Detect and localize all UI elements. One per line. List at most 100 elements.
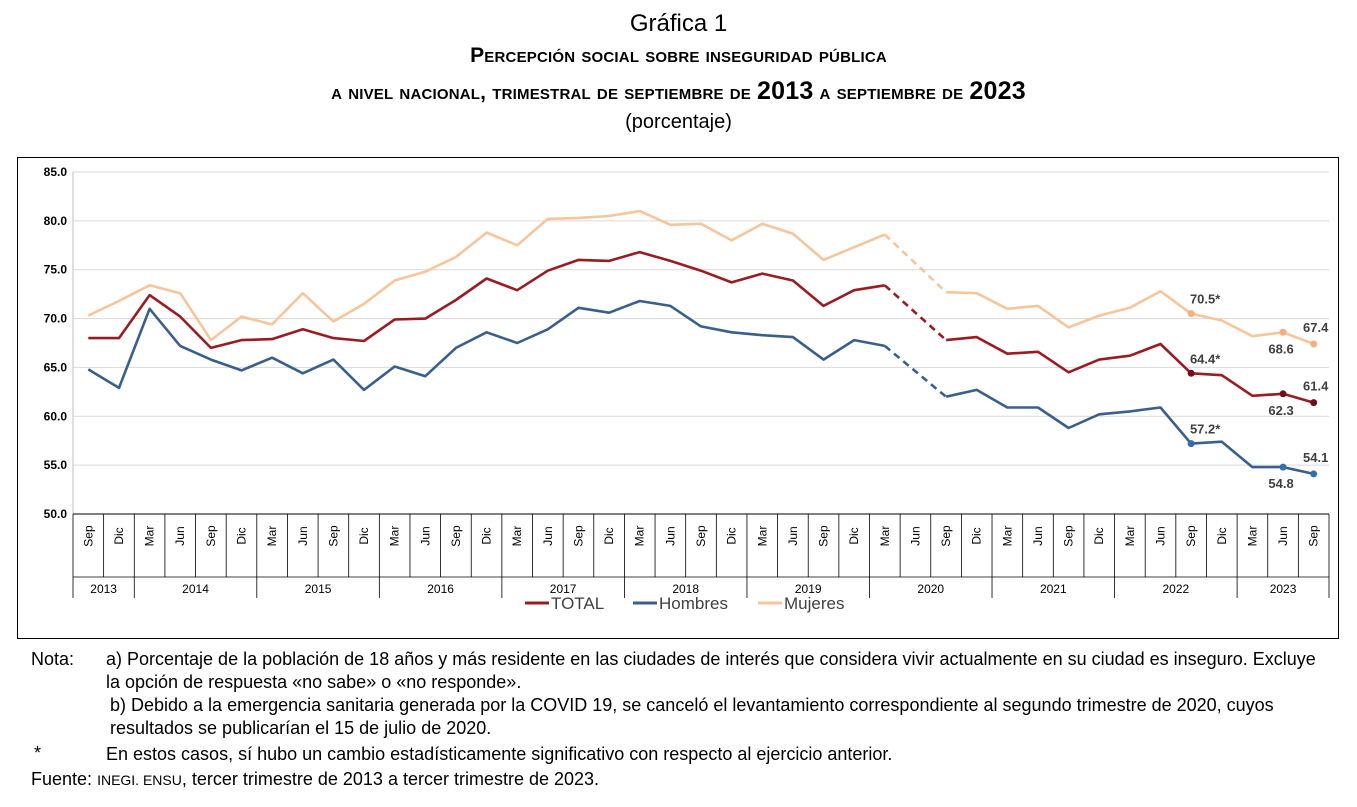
year-label: 2022 xyxy=(1162,582,1189,596)
note-a: a) Porcentaje de la población de 18 años… xyxy=(106,649,1316,692)
x-tick-label: Dic xyxy=(234,527,248,544)
data-point-marker xyxy=(1310,340,1318,348)
chart-unit: (porcentaje) xyxy=(625,111,732,133)
x-tick-label: Jun xyxy=(418,526,432,545)
legend-label-total: TOTAL xyxy=(551,594,604,613)
year-label: 2017 xyxy=(550,582,577,596)
year-label: 2013 xyxy=(90,582,117,596)
note-star-text: En estos casos, sí hubo un cambio estadí… xyxy=(106,744,893,764)
data-point-marker xyxy=(1187,440,1195,448)
x-tick-label: Jun xyxy=(1154,526,1168,545)
x-tick-label: Dic xyxy=(1215,527,1229,544)
y-tick-label: 50.0 xyxy=(44,507,68,521)
x-tick-label: Mar xyxy=(755,526,769,547)
data-label: 61.4 xyxy=(1303,379,1329,394)
line-chart: 50.0 55.0 60.0 65.0 70.0 75.0 80.0 85.0 Sep Dic Ma… xyxy=(44,165,1330,613)
x-tick-label: Mar xyxy=(878,526,892,547)
data-point-marker xyxy=(1310,470,1318,478)
series-line-total xyxy=(88,250,886,350)
x-tick-label: Dic xyxy=(970,527,984,544)
x-tick-label: Dic xyxy=(602,527,616,544)
x-tick-label: Mar xyxy=(633,526,647,547)
y-tick-label: 60.0 xyxy=(44,409,68,423)
chart-frame xyxy=(17,157,1339,639)
x-tick-label: Sep xyxy=(449,525,463,547)
data-point-marker xyxy=(1279,328,1287,336)
x-tick-label: Jun xyxy=(1031,526,1045,545)
x-tick-label: Sep xyxy=(571,525,585,547)
year-label: 2020 xyxy=(917,582,944,596)
data-label: 62.3 xyxy=(1268,403,1293,418)
x-tick-label: Jun xyxy=(786,526,800,545)
source-note: Fuente: INEGI. ENSU, tercer trimestre de… xyxy=(31,768,599,792)
data-point-marker xyxy=(1279,390,1287,398)
year-label: 2015 xyxy=(305,582,332,596)
data-point-marker xyxy=(1187,310,1195,318)
x-tick-label: Dic xyxy=(725,527,739,544)
series-line-mujeres xyxy=(87,209,886,342)
note-label: Nota: xyxy=(31,649,75,669)
data-label: 54.1 xyxy=(1303,450,1328,465)
x-tick-label: Mar xyxy=(1123,526,1137,547)
x-tick-label: Mar xyxy=(143,526,157,547)
x-tick-label: Sep xyxy=(326,525,340,547)
x-tick-label: Jun xyxy=(296,526,310,545)
x-tick-label: Mar xyxy=(1245,526,1259,547)
x-tick-label: Dic xyxy=(847,527,861,544)
title-part-a: a nivel nacional, trimestral de septiemb… xyxy=(331,81,751,104)
title-year-end: 2023 xyxy=(969,77,1026,105)
year-label: 2023 xyxy=(1270,582,1297,596)
series-line-mujeres xyxy=(946,289,1315,346)
x-tick-label: Jun xyxy=(173,526,187,545)
figure-label: Gráfica 1 xyxy=(629,10,728,37)
source-label: Fuente: xyxy=(31,769,93,789)
data-label: 64.4* xyxy=(1190,351,1221,366)
y-tick-label: 80.0 xyxy=(44,214,68,228)
series-gap-mujeres xyxy=(883,233,947,294)
series-gap-total xyxy=(883,284,947,342)
note-star-symbol: * xyxy=(34,743,42,763)
x-tick-label: Dic xyxy=(357,527,371,544)
y-tick-label: 75.0 xyxy=(44,263,68,277)
source-org: INEGI. ENSU xyxy=(97,772,182,788)
series-line-hombres xyxy=(945,388,1314,476)
chart-title-line1: Percepción social sobre inseguridad públ… xyxy=(470,44,887,67)
data-label: 67.4 xyxy=(1303,320,1329,335)
x-tick-label: Sep xyxy=(204,525,218,547)
x-tick-label: Sep xyxy=(1307,525,1321,547)
data-point-marker xyxy=(1187,369,1195,377)
data-point-marker xyxy=(1310,399,1318,407)
year-label: 2019 xyxy=(795,582,822,596)
y-tick-label: 55.0 xyxy=(44,458,68,472)
series-line-total xyxy=(945,335,1315,404)
title-year-start: 2013 xyxy=(757,77,814,105)
source-text: , tercer trimestre de 2013 a tercer trim… xyxy=(181,769,600,789)
data-label: 68.6 xyxy=(1268,341,1293,356)
year-label: 2016 xyxy=(427,582,454,596)
year-label: 2014 xyxy=(182,582,209,596)
year-label: 2018 xyxy=(672,582,699,596)
x-tick-label: Sep xyxy=(939,525,953,547)
x-tick-label: Jun xyxy=(541,526,555,545)
y-tick-label: 85.0 xyxy=(44,165,68,179)
x-tick-label: Mar xyxy=(265,526,279,547)
x-tick-label: Dic xyxy=(480,527,494,544)
chart-title-line2: a nivel nacional, trimestral de septiemb… xyxy=(0,77,1357,106)
x-tick-label: Sep xyxy=(1184,525,1198,547)
y-tick-label: 65.0 xyxy=(44,360,68,374)
data-label: 54.8 xyxy=(1268,476,1293,491)
x-tick-label: Sep xyxy=(81,525,95,547)
x-tick-label: Dic xyxy=(112,527,126,544)
data-label: 57.2* xyxy=(1190,422,1221,437)
year-label: 2021 xyxy=(1040,582,1067,596)
title-part-b: a septiembre de xyxy=(819,81,964,104)
note-b: b) Debido a la emergencia sanitaria gene… xyxy=(110,695,1274,738)
series-line-hombres xyxy=(87,299,886,392)
series-gap-hombres xyxy=(883,344,947,398)
x-tick-label: Dic xyxy=(1092,527,1106,544)
x-tick-label: Sep xyxy=(694,525,708,547)
data-label: 70.5* xyxy=(1190,292,1221,307)
x-tick-label: Sep xyxy=(1062,525,1076,547)
x-tick-label: Jun xyxy=(908,526,922,545)
x-tick-label: Mar xyxy=(510,526,524,547)
